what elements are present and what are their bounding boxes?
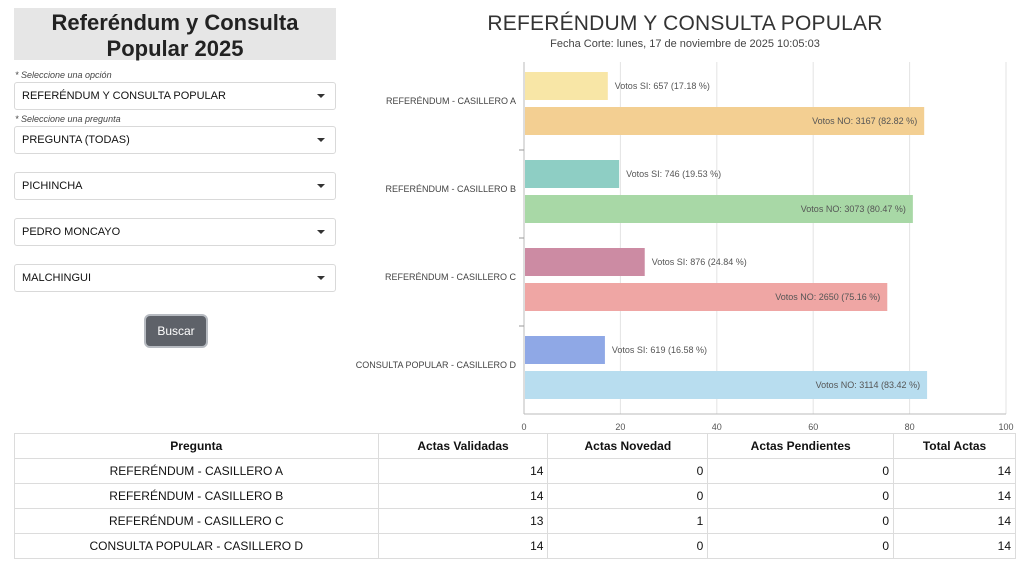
canton-select-value: PEDRO MONCAYO: [22, 226, 121, 238]
chart-subtitle: Fecha Corte: lunes, 17 de noviembre de 2…: [550, 38, 820, 50]
row-pending: 0: [707, 508, 895, 534]
row-total: 14: [893, 483, 1016, 509]
row-validated: 14: [377, 533, 549, 559]
bar: [525, 336, 605, 364]
bar-data-label: Votos SI: 746 (19.53 %): [626, 169, 721, 179]
filter-panel: Referéndum y Consulta Popular 2025 * Sel…: [14, 8, 336, 348]
bar: [525, 371, 928, 399]
bar-data-label: Votos SI: 876 (24.84 %): [652, 257, 747, 267]
category-label: CONSULTA POPULAR - CASILLERO D: [356, 360, 517, 370]
bar-data-label: Votos NO: 3167 (82.82 %): [812, 116, 917, 126]
x-tick-label: 40: [712, 422, 722, 432]
bar: [525, 107, 925, 135]
option-select-value: REFERÉNDUM Y CONSULTA POPULAR: [22, 90, 226, 102]
province-select-value: PICHINCHA: [22, 180, 83, 192]
row-novelty: 0: [547, 458, 709, 484]
bar: [525, 283, 888, 311]
table-header-row: Pregunta Actas Validadas Actas Novedad A…: [14, 433, 1016, 459]
row-validated: 13: [377, 508, 549, 534]
x-tick-label: 100: [998, 422, 1013, 432]
search-button-wrap: Buscar: [144, 314, 208, 348]
row-novelty: 1: [547, 508, 709, 534]
parish-select-value: MALCHINGUI: [22, 272, 92, 284]
question-hint: * Seleccione una pregunta: [15, 114, 121, 124]
parish-select[interactable]: MALCHINGUI: [14, 264, 336, 292]
row-question: CONSULTA POPULAR - CASILLERO D: [14, 533, 379, 559]
bar-data-label: Votos SI: 657 (17.18 %): [615, 81, 710, 91]
header-validated: Actas Validadas: [377, 433, 549, 459]
bar: [525, 72, 608, 100]
category-label: REFERÉNDUM - CASILLERO A: [386, 96, 516, 106]
row-pending: 0: [707, 533, 895, 559]
chevron-down-icon: [317, 138, 325, 142]
question-select-value: PREGUNTA (TODAS): [22, 134, 130, 146]
header-total: Total Actas: [893, 433, 1016, 459]
row-question: REFERÉNDUM - CASILLERO A: [14, 458, 379, 484]
bar-data-label: Votos SI: 619 (16.58 %): [612, 345, 707, 355]
bar: [525, 248, 645, 276]
question-select[interactable]: PREGUNTA (TODAS): [14, 126, 336, 154]
row-novelty: 0: [547, 533, 709, 559]
category-label: REFERÉNDUM - CASILLERO C: [385, 272, 517, 282]
table-row: REFERÉNDUM - CASILLERO A 14 0 0 14: [14, 458, 1016, 484]
header-question: Pregunta: [14, 433, 379, 459]
bar-data-label: Votos NO: 3073 (80.47 %): [801, 204, 906, 214]
table-row: REFERÉNDUM - CASILLERO B 14 0 0 14: [14, 483, 1016, 509]
x-tick-label: 60: [808, 422, 818, 432]
x-tick-label: 80: [905, 422, 915, 432]
chart-title: REFERÉNDUM Y CONSULTA POPULAR: [487, 12, 883, 35]
page-title: Referéndum y Consulta Popular 2025: [14, 8, 336, 61]
option-select[interactable]: REFERÉNDUM Y CONSULTA POPULAR: [14, 82, 336, 110]
row-novelty: 0: [547, 483, 709, 509]
chevron-down-icon: [317, 276, 325, 280]
chevron-down-icon: [317, 94, 325, 98]
row-validated: 14: [377, 458, 549, 484]
row-total: 14: [893, 458, 1016, 484]
province-select[interactable]: PICHINCHA: [14, 172, 336, 200]
header-pending: Actas Pendientes: [707, 433, 895, 459]
row-pending: 0: [707, 483, 895, 509]
row-total: 14: [893, 508, 1016, 534]
row-validated: 14: [377, 483, 549, 509]
row-total: 14: [893, 533, 1016, 559]
chevron-down-icon: [317, 184, 325, 188]
table-row: CONSULTA POPULAR - CASILLERO D 14 0 0 14: [14, 533, 1016, 559]
row-pending: 0: [707, 458, 895, 484]
table-row: REFERÉNDUM - CASILLERO C 13 1 0 14: [14, 508, 1016, 534]
results-table: Pregunta Actas Validadas Actas Novedad A…: [14, 433, 1016, 559]
bar: [525, 160, 620, 188]
row-question: REFERÉNDUM - CASILLERO C: [14, 508, 379, 534]
canton-select[interactable]: PEDRO MONCAYO: [14, 218, 336, 246]
header-novelty: Actas Novedad: [547, 433, 709, 459]
results-chart: 0 20 40 60 80 100 REFERÉNDUM - CASILLERO A REFE…: [356, 62, 1014, 432]
bar-data-label: Votos NO: 2650 (75.16 %): [775, 292, 880, 302]
x-tick-label: 0: [521, 422, 526, 432]
option-hint: * Seleccione una opción: [15, 70, 112, 80]
x-tick-label: 20: [615, 422, 625, 432]
category-label: REFERÉNDUM - CASILLERO B: [385, 184, 516, 194]
row-question: REFERÉNDUM - CASILLERO B: [14, 483, 379, 509]
bar: [525, 195, 913, 223]
search-button[interactable]: Buscar: [144, 314, 208, 348]
chevron-down-icon: [317, 230, 325, 234]
bar-data-label: Votos NO: 3114 (83.42 %): [816, 380, 920, 390]
